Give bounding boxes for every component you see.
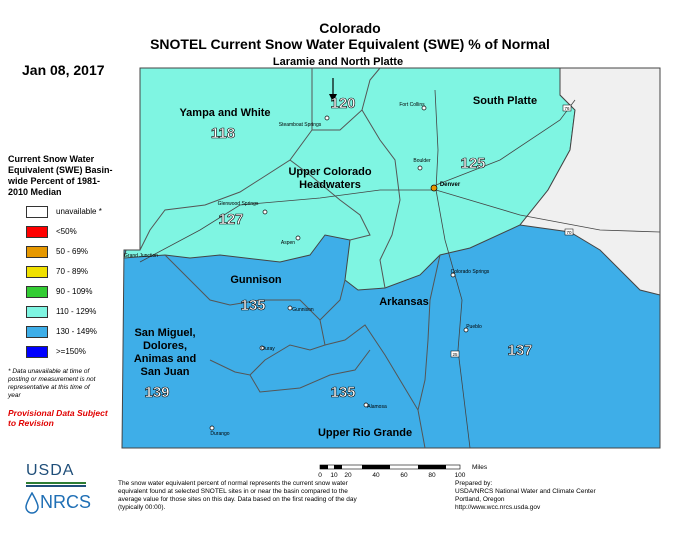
usda-logo: USDA	[26, 462, 75, 479]
scale-bar	[319, 464, 461, 470]
nrcs-logo: NRCS	[40, 492, 92, 512]
city-aspen: Aspen	[281, 240, 295, 246]
city-durango: Durango	[210, 431, 229, 437]
label-sanmiguel-3: Animas and	[134, 353, 196, 365]
city-gunnison: Gunnison	[292, 307, 314, 313]
shield-76: 76	[564, 106, 570, 111]
city-grand-junction: Grand Junction	[124, 253, 158, 259]
map-date: Jan 08, 2017	[22, 62, 105, 78]
label-rio-grande: Upper Rio Grande	[318, 427, 412, 439]
value-arkansas: 137	[507, 342, 532, 359]
city-denver: Denver	[440, 182, 461, 188]
city-pueblo: Pueblo	[466, 324, 482, 330]
svg-text:40: 40	[372, 472, 380, 479]
legend-title: Current Snow Water Equivalent (SWE) Basi…	[8, 154, 113, 197]
label-laramie: Laramie and North Platte	[273, 56, 403, 68]
scale-unit: Miles	[472, 464, 488, 471]
city-colorado-springs: Colorado Springs	[451, 269, 490, 275]
svg-text:10: 10	[330, 472, 338, 479]
usda-logo-stripes	[26, 482, 86, 487]
city-fort-collins: Fort Collins	[399, 102, 425, 108]
basin-boundaries	[139, 67, 441, 449]
city-steamboat: Steamboat Springs	[279, 122, 322, 128]
map-title: Colorado	[319, 20, 381, 36]
label-sanmiguel-1: San Miguel,	[134, 327, 195, 339]
unavailable-note: * Data unavailable at time of posting or…	[8, 368, 96, 399]
shield-70: 70	[566, 230, 572, 235]
value-upper-colorado: 127	[218, 211, 243, 228]
label-yampa: Yampa and White	[179, 107, 270, 119]
city-glenwood: Glenwood Springs	[218, 201, 259, 207]
svg-text:100: 100	[455, 472, 466, 479]
svg-text:20: 20	[344, 472, 352, 479]
footer-description: The snow water equivalent percent of nor…	[118, 480, 357, 511]
label-upper-colorado-2: Headwaters	[299, 179, 361, 191]
label-arkansas: Arkansas	[379, 296, 429, 308]
value-laramie: 120	[330, 95, 355, 112]
label-upper-colorado-1: Upper Colorado	[288, 166, 371, 178]
label-sanmiguel-2: Dolores,	[143, 340, 187, 352]
label-sanmiguel-4: San Juan	[141, 366, 190, 378]
value-gunnison: 135	[240, 297, 265, 314]
label-gunnison: Gunnison	[230, 274, 282, 286]
provisional-warning: Provisional Data Subject to Revision	[8, 408, 108, 428]
value-rio-grande: 135	[330, 384, 355, 401]
shield-25: 25	[452, 352, 458, 357]
city-alamosa: Alamosa	[367, 404, 387, 410]
nrcs-drop-icon	[25, 492, 39, 514]
city-boulder: Boulder	[413, 158, 431, 164]
svg-text:0: 0	[318, 472, 322, 479]
label-south-platte: South Platte	[473, 95, 537, 107]
svg-text:80: 80	[428, 472, 436, 479]
value-yampa: 118	[211, 125, 235, 142]
value-sanmiguel: 139	[144, 384, 169, 401]
map-subtitle: SNOTEL Current Snow Water Equivalent (SW…	[150, 36, 550, 52]
wcc-link[interactable]: http://www.wcc.nrcs.usda.gov	[455, 504, 541, 511]
svg-text:60: 60	[400, 472, 408, 479]
prepared-by: Prepared by: USDA/NRCS National Water an…	[455, 480, 675, 512]
value-south-platte: 125	[460, 155, 485, 172]
city-ouray: Ouray	[261, 346, 275, 352]
